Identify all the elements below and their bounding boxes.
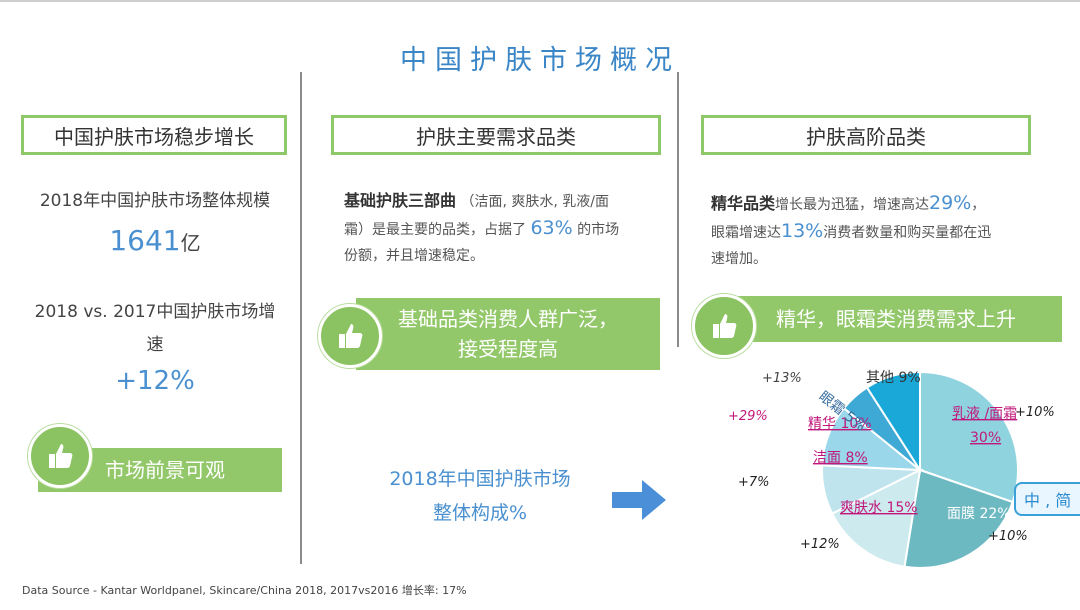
col1-header: 中国护肤市场稳步增长 [21,115,287,155]
col2-banner-line2: 接受程度高 [458,337,558,361]
thumbs-up-icon [28,424,92,488]
thumbs-up-icon [692,294,756,358]
chart-caption-line2: 整体构成% [432,502,528,524]
top-divider [0,0,1080,2]
stat1-label: 2018年中国护肤市场整体规模 [39,191,271,211]
pie-growth-label: +29% [728,409,768,424]
pie-label: 精华 10% [808,416,872,432]
pie-chart: 乳液 /面霜 30%+10%面膜 22%+10%爽肤水 15%+12%洁面 8%+… [728,370,1055,569]
pie-growth-label: +10% [1015,405,1055,420]
arrow-right-icon [612,480,666,520]
col2-banner-line1: 基础品类消费人群广泛， [398,307,618,331]
stat2-label-line1: 2018 vs. 2017中国护肤市场增 [34,302,276,322]
pie-slice [865,370,921,474]
pie-growth-label: +13% [762,371,802,386]
col3-para-line2-post: 消费者数量和购买量都在迅 [823,225,992,241]
col3-paragraph: 精华品类增长最为迅猛，增速高达29%， 眼霜增速达13%消费者数量和购买量都在迅… [711,190,1031,272]
col2-header: 护肤主要需求品类 [331,115,661,155]
col3-para-pct1: 29% [929,192,972,214]
col3-para-line3: 速增加。 [711,251,767,267]
data-source: Data Source - Kantar Worldpanel, Skincar… [22,584,467,597]
chart-caption: 2018年中国护肤市场 整体构成% [340,462,620,530]
col3-para-line1-mid: 增长最为迅猛，增速高达 [775,197,930,213]
stat1-value: 1641 [109,224,181,257]
thumbs-up-icon [318,304,382,368]
col2-para-pct: 63% [530,217,573,239]
column-divider-left [300,72,302,564]
pie-growth-label: +12% [800,537,840,552]
col2-banner: 基础品类消费人群广泛， 接受程度高 [356,298,660,370]
pie-label: 乳液 /面霜 30% [952,406,1017,446]
col3-banner: 精华，眼霜类消费需求上升 [730,296,1062,342]
col3-para-pct2: 13% [781,220,824,242]
column-divider-right [677,72,679,347]
col2-para-line3: 份额，并且增速稳定。 [344,248,484,264]
pie-slice [903,468,1014,569]
col2-para-paren: （洁面, 爽肤水, 乳液/面 [460,194,609,210]
col3-para-line1-end: ， [971,197,986,213]
page-title: 中国护肤市场概况 [400,45,680,76]
stat1-unit: 亿 [180,231,201,255]
stat2-label: 2018 vs. 2017中国护肤市场增 速 [20,296,290,362]
stat2-label-line2: 速 [146,335,164,355]
col2-para-bold: 基础护肤三部曲 [344,191,457,210]
pie-label: 其他 9% [866,370,921,386]
stat2-value: +12% [115,366,195,396]
col2-para-line2-post: 的市场 [572,222,620,238]
pie-growth-label: +10% [988,529,1028,544]
pie-label: 爽肤水 15% [840,500,918,516]
stat1: 1641亿 [20,224,290,257]
pie-label: 洁面 8% [813,450,868,466]
col3-para-bold: 精华品类 [711,194,776,213]
ime-stamp: 中 , 简 [1014,482,1080,516]
col2-paragraph: 基础护肤三部曲 （洁面, 爽肤水, 乳液/面 霜）是最主要的品类，占据了 63%… [344,188,654,269]
pie-label: 面膜 22% [947,506,1011,522]
col2-para-line2-pre: 霜）是最主要的品类，占据了 [344,222,531,238]
chart-caption-line1: 2018年中国护肤市场 [389,468,571,490]
col3-header: 护肤高阶品类 [701,115,1031,155]
col3-para-line2-pre: 眼霜增速达 [711,225,781,241]
pie-growth-label: +7% [738,475,770,490]
pie-slice [830,468,922,568]
